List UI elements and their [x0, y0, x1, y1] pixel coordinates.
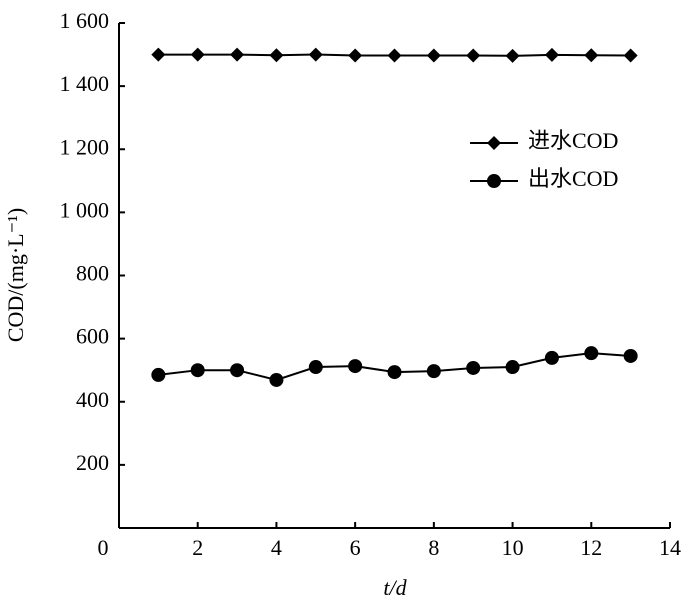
x-tick-label: 0 — [98, 535, 109, 560]
marker — [348, 48, 363, 63]
y-tick-label: 1 200 — [60, 134, 110, 159]
x-tick-label: 8 — [428, 535, 439, 560]
marker — [269, 48, 284, 63]
marker — [387, 48, 402, 63]
marker — [505, 48, 520, 63]
x-tick-label: 12 — [580, 535, 602, 560]
x-tick-label: 2 — [192, 535, 203, 560]
marker — [230, 363, 245, 378]
y-tick-label: 1 000 — [60, 197, 110, 222]
y-tick-label: 800 — [76, 261, 109, 286]
marker — [426, 364, 441, 379]
marker — [190, 363, 205, 378]
marker — [190, 47, 205, 62]
marker — [308, 47, 323, 62]
y-tick-label: 200 — [76, 450, 109, 475]
legend-label: 出水COD — [528, 166, 618, 191]
x-tick-label: 4 — [271, 535, 282, 560]
marker — [623, 348, 638, 363]
marker — [151, 47, 166, 62]
legend-label: 进水COD — [528, 128, 618, 153]
marker — [466, 48, 481, 63]
legend-marker — [487, 174, 501, 188]
x-tick-label: 14 — [659, 535, 681, 560]
y-tick-label: 1 600 — [60, 8, 110, 33]
y-tick-label: 600 — [76, 324, 109, 349]
marker — [308, 360, 323, 375]
marker — [623, 48, 638, 63]
marker — [544, 350, 559, 365]
marker — [426, 48, 441, 63]
marker — [151, 367, 166, 382]
x-tick-label: 6 — [350, 535, 361, 560]
x-axis-label: t/d — [383, 575, 407, 600]
marker — [505, 360, 520, 375]
marker — [544, 47, 559, 62]
y-tick-label: 400 — [76, 387, 109, 412]
legend-marker — [487, 136, 501, 150]
marker — [584, 48, 599, 63]
marker — [584, 346, 599, 361]
marker — [230, 47, 245, 62]
y-axis-label: COD/(mg·L⁻¹) — [3, 208, 28, 342]
marker — [387, 365, 402, 380]
marker — [466, 360, 481, 375]
marker — [348, 359, 363, 374]
x-tick-label: 10 — [502, 535, 524, 560]
y-tick-label: 1 400 — [60, 71, 110, 96]
marker — [269, 372, 284, 387]
